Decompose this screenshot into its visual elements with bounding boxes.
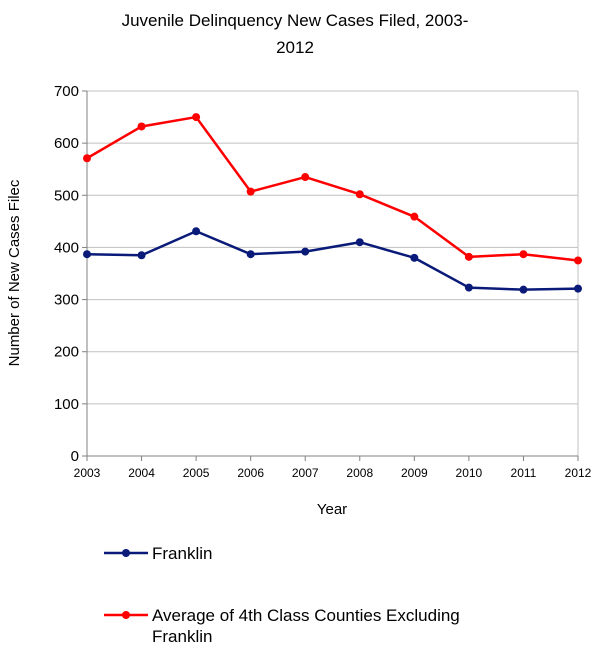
legend-swatch-marker (122, 611, 130, 619)
series-line (86, 115, 579, 262)
legend-item-average-4th-class-counties: Average of 4th Class Counties Excluding F… (104, 606, 460, 646)
legend-label: Franklin (152, 544, 212, 563)
chart-title: Juvenile Delinquency New Cases Filed, 20… (122, 11, 469, 57)
x-tick-label: 2010 (456, 466, 483, 480)
x-tick-label: 2008 (346, 466, 373, 480)
x-tick-label: 2012 (565, 466, 592, 480)
y-tick-label: 600 (54, 135, 79, 152)
data-point (246, 250, 255, 259)
y-tick-label: 100 (54, 396, 79, 413)
y-tick-label: 400 (54, 239, 79, 256)
data-point (519, 285, 528, 294)
data-point (301, 173, 310, 182)
x-tick-label: 2007 (292, 466, 319, 480)
x-tick-label: 2011 (511, 466, 537, 480)
x-axis-label: Year (317, 501, 347, 518)
x-tick-label: 2009 (401, 466, 428, 480)
y-tick-label: 0 (71, 448, 79, 465)
data-point (137, 122, 146, 131)
x-tick-label: 2006 (237, 466, 264, 480)
data-point (574, 256, 582, 265)
legend-swatch-marker (122, 549, 130, 557)
data-point (464, 283, 473, 292)
legend-label: Franklin (152, 627, 212, 646)
data-point (355, 190, 364, 199)
series-average-4th-class-counties (83, 113, 582, 265)
data-point (410, 253, 419, 262)
chart-title-line-2: 2012 (276, 38, 314, 57)
x-tick-label: 2004 (128, 466, 155, 480)
y-axis-label: Number of New Cases Filec (6, 179, 23, 366)
data-point (574, 284, 582, 293)
x-tick-label: 2003 (74, 466, 101, 480)
y-tick-label: 700 (54, 83, 79, 100)
data-series (83, 113, 582, 294)
chart-title-line-1: Juvenile Delinquency New Cases Filed, 20… (122, 11, 469, 30)
legend-label: Average of 4th Class Counties Excluding (152, 606, 460, 625)
legend-item-franklin: Franklin (104, 544, 212, 563)
tick-labels: 0 100 200 300 400 500 600 700 2003 2004 2005 2006 20… (54, 83, 592, 480)
data-point (83, 250, 91, 259)
data-point (464, 252, 473, 261)
series-franklin (83, 227, 582, 294)
data-point (192, 227, 201, 236)
data-point (246, 187, 255, 196)
y-tick-label: 500 (54, 187, 79, 204)
data-point (355, 238, 364, 247)
data-point (137, 251, 146, 260)
series-line (86, 230, 579, 291)
data-point (83, 154, 91, 163)
data-point (519, 250, 528, 259)
data-point (410, 212, 419, 221)
data-point (192, 113, 201, 122)
y-tick-label: 300 (54, 292, 79, 309)
x-tick-label: 2005 (183, 466, 210, 480)
y-tick-label: 200 (54, 344, 79, 361)
gridlines (87, 90, 579, 456)
axes (82, 90, 579, 461)
data-point (301, 247, 310, 256)
